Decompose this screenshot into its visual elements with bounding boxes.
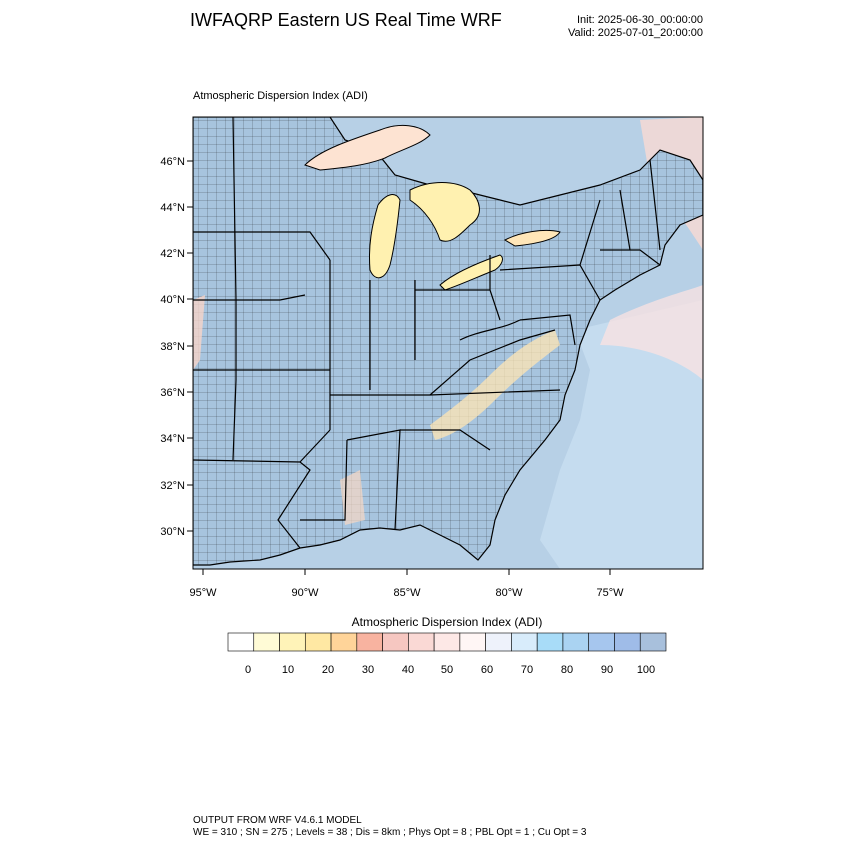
colorbar-tick-label: 20 (322, 664, 334, 676)
appalachian-low-adi (430, 330, 560, 440)
colorbar-tick-label: 80 (561, 664, 573, 676)
lat-label: 42°N (160, 248, 185, 260)
colorbar (227, 632, 667, 652)
map-frame (192, 116, 704, 570)
lake-huron (409, 182, 480, 242)
colorbar-box (382, 632, 409, 652)
model-config: WE = 310 ; SN = 275 ; Levels = 38 ; Dis … (193, 827, 587, 838)
atlantic-shelf (540, 300, 703, 569)
colorbar-tick-label: 60 (481, 664, 493, 676)
colorbar-box (485, 632, 512, 652)
colorbar-box (536, 632, 564, 652)
colorbar-box (588, 632, 615, 652)
lat-label: 36°N (160, 387, 185, 399)
lat-label: 46°N (160, 156, 185, 168)
colorbar-labels: 0 10 20 30 40 50 60 70 80 90 100 (245, 664, 655, 676)
lon-label: 80°W (495, 587, 523, 599)
west-edge-patch (193, 295, 205, 370)
county-lines (193, 117, 703, 565)
atlantic-warm-patch (600, 285, 703, 380)
colorbar-box (459, 632, 486, 652)
colorbar-box (408, 632, 435, 652)
lake-superior (304, 124, 431, 171)
lat-label: 30°N (160, 526, 185, 538)
lat-label: 44°N (160, 202, 185, 214)
latitude-axis: 30°N 32°N 34°N 36°N 38°N 40°N 42°N 44°N … (160, 156, 193, 538)
lake-erie (439, 254, 503, 291)
colorbar-tick-label: 0 (245, 664, 251, 676)
colorbar-box (639, 632, 667, 652)
lon-label: 90°W (291, 587, 319, 599)
lat-label: 40°N (160, 294, 185, 306)
colorbar-box (304, 632, 332, 652)
lat-label: 38°N (160, 341, 185, 353)
colorbar-box (279, 632, 306, 652)
lat-label: 32°N (160, 480, 185, 492)
colorbar-box (562, 632, 590, 652)
colorbar-box (227, 632, 255, 652)
lake-ontario (503, 229, 561, 247)
colorbar-box (614, 632, 641, 652)
init-time: Init: 2025-06-30_00:00:00 (577, 14, 703, 26)
colorbar-tick-label: 30 (362, 664, 374, 676)
colorbar-tick-label: 10 (282, 664, 294, 676)
colorbar-box (330, 632, 358, 652)
colorbar-tick-label: 70 (521, 664, 533, 676)
lon-label: 75°W (596, 587, 624, 599)
colorbar-tick-label: 100 (637, 664, 655, 676)
colorbar-tick-label: 40 (402, 664, 414, 676)
lake-michigan (369, 194, 401, 279)
map-area (193, 117, 703, 569)
colorbar-box (511, 632, 538, 652)
longitude-axis: 95°W 90°W 85°W 80°W 75°W (189, 569, 624, 599)
colorbar-title: Atmospheric Dispersion Index (ADI) (351, 615, 543, 629)
lon-label: 85°W (393, 587, 421, 599)
state-borders (193, 117, 661, 549)
main-title: IWFAQRP Eastern US Real Time WRF (190, 10, 502, 30)
colorbar-box (433, 632, 461, 652)
colorbar-tick-label: 50 (441, 664, 453, 676)
lat-label: 34°N (160, 433, 185, 445)
model-info: OUTPUT FROM WRF V4.6.1 MODEL (193, 815, 362, 826)
lon-label: 95°W (189, 587, 217, 599)
field-title: Atmospheric Dispersion Index (ADI) (193, 90, 368, 102)
colorbar-box (253, 632, 280, 652)
colorbar-box (356, 632, 383, 652)
colorbar-tick-label: 90 (601, 664, 613, 676)
valid-time: Valid: 2025-07-01_20:00:00 (568, 27, 703, 39)
